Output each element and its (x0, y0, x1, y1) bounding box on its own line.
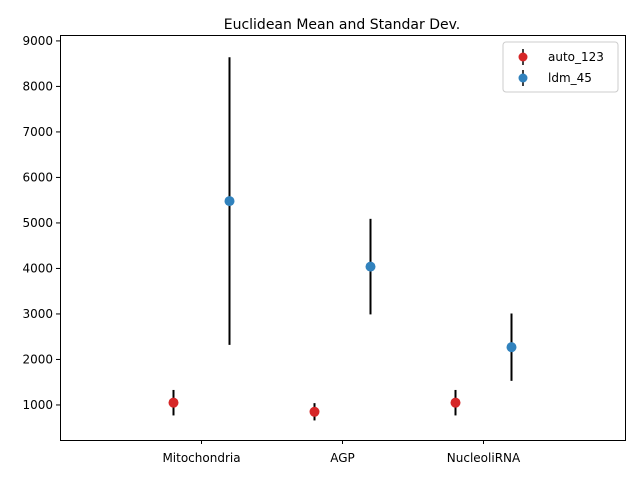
point-ldm_45-AGP (365, 261, 376, 272)
legend-box (502, 41, 619, 93)
legend-marker-auto_123 (518, 52, 528, 62)
legend: auto_123 ldm_45 (502, 41, 619, 93)
y-tick-label-3000: 3000 (22, 307, 53, 321)
y-axis: 1000 2000 3000 4000 5000 6000 7000 8000 9000 (22, 34, 60, 412)
y-tick-label-8000: 8000 (22, 79, 53, 93)
legend-marker-ldm_45 (518, 73, 528, 83)
y-tick-label-7000: 7000 (22, 125, 53, 139)
legend-label-ldm_45: ldm_45 (548, 71, 592, 85)
x-tick-label-AGP: AGP (330, 451, 355, 465)
y-tick-label-1000: 1000 (22, 398, 53, 412)
x-tick-label-Mitochondria: Mitochondria (162, 451, 240, 465)
legend-label-auto_123: auto_123 (548, 50, 604, 64)
y-tick-label-4000: 4000 (22, 261, 53, 275)
point-auto_123-AGP (309, 406, 320, 417)
point-auto_123-Mitochondria (168, 397, 179, 408)
point-auto_123-NucleoliRNA (450, 397, 461, 408)
chart-title: Euclidean Mean and Standar Dev. (224, 17, 461, 33)
y-tick-label-9000: 9000 (22, 34, 53, 48)
y-tick-label-6000: 6000 (22, 170, 53, 184)
point-ldm_45-NucleoliRNA (506, 342, 517, 353)
plot-area-frame (60, 35, 626, 441)
y-tick-label-2000: 2000 (22, 352, 53, 366)
x-axis: Mitochondria AGP NucleoliRNA (162, 440, 521, 465)
series-ldm_45 (224, 57, 517, 381)
series-auto_123 (168, 389, 461, 421)
y-tick-label-5000: 5000 (22, 216, 53, 230)
point-ldm_45-Mitochondria (224, 196, 235, 207)
series-layer (168, 57, 517, 421)
x-tick-label-NucleoliRNA: NucleoliRNA (447, 451, 521, 465)
